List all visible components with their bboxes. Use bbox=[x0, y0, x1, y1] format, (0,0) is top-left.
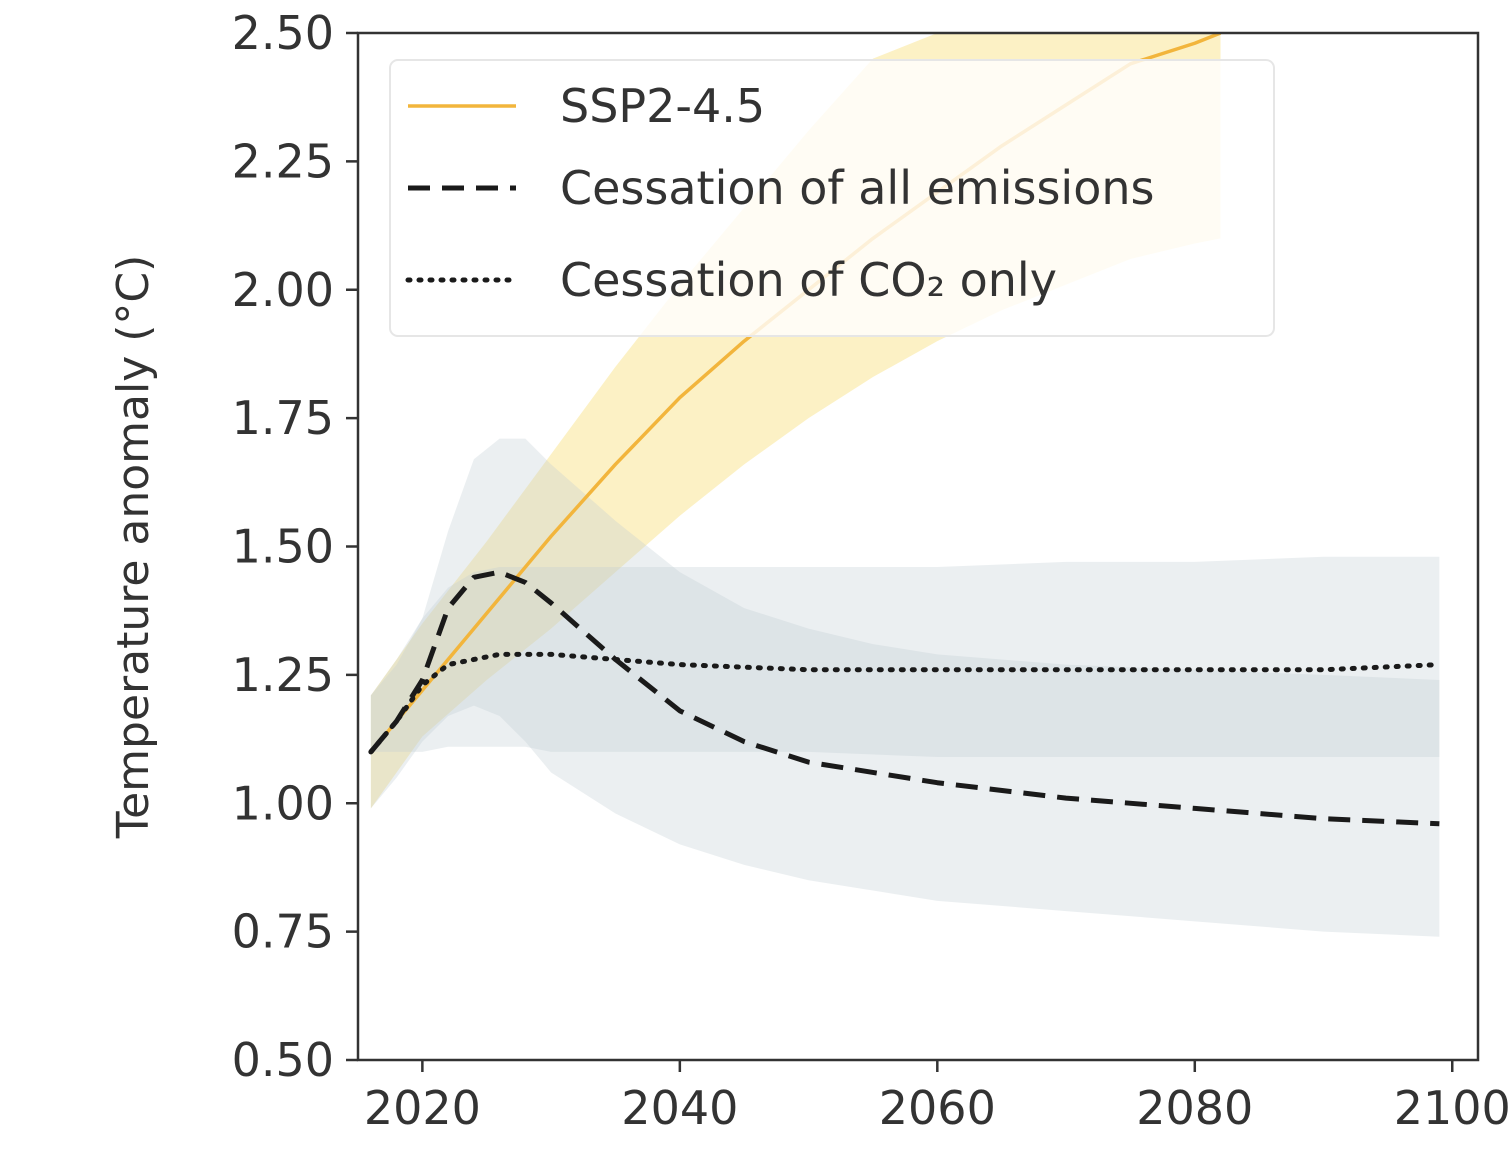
x-tick-label: 2040 bbox=[621, 1081, 738, 1135]
cessation-of-co-only-line bbox=[368, 651, 1442, 755]
y-tick-label: 1.50 bbox=[232, 520, 334, 574]
y-tick-label: 2.00 bbox=[232, 263, 334, 317]
cessation-of-all-emissions-line bbox=[368, 569, 1440, 827]
cessation-of-co-only-band bbox=[370, 556, 1440, 758]
legend-label-cessation-of-co-only: Cessation of CO₂ only bbox=[560, 253, 1057, 307]
legend: SSP2-4.5 Cessation of all emissions Cessat… bbox=[389, 59, 1275, 337]
x-tick-label: 2100 bbox=[1394, 1081, 1511, 1135]
x-tick-label: 2020 bbox=[364, 1081, 481, 1135]
y-tick-label: 1.25 bbox=[232, 648, 334, 702]
x-axis: 2020 2040 2060 2080 2100 bbox=[364, 1060, 1511, 1135]
legend-label-ssp2-4-5: SSP2-4.5 bbox=[560, 79, 765, 133]
y-tick-label: 2.50 bbox=[232, 6, 334, 60]
y-axis: 0.50 0.75 1.00 1.25 1.50 1.75 2.00 2.25 2.50 bbox=[232, 6, 358, 1087]
y-tick-label: 0.50 bbox=[232, 1033, 334, 1087]
cessation-of-all-emissions-band bbox=[370, 438, 1440, 937]
x-tick-label: 2080 bbox=[1136, 1081, 1253, 1135]
y-axis-title: Temperature anomaly (°C) bbox=[108, 255, 159, 840]
legend-box bbox=[389, 59, 1275, 337]
legend-label-cessation-of-all-emissions: Cessation of all emissions bbox=[560, 161, 1154, 215]
x-tick-label: 2060 bbox=[879, 1081, 996, 1135]
y-tick-label: 1.00 bbox=[232, 776, 334, 830]
y-tick-label: 0.75 bbox=[232, 905, 334, 959]
y-tick-label: 2.25 bbox=[232, 134, 334, 188]
y-tick-label: 1.75 bbox=[232, 391, 334, 445]
